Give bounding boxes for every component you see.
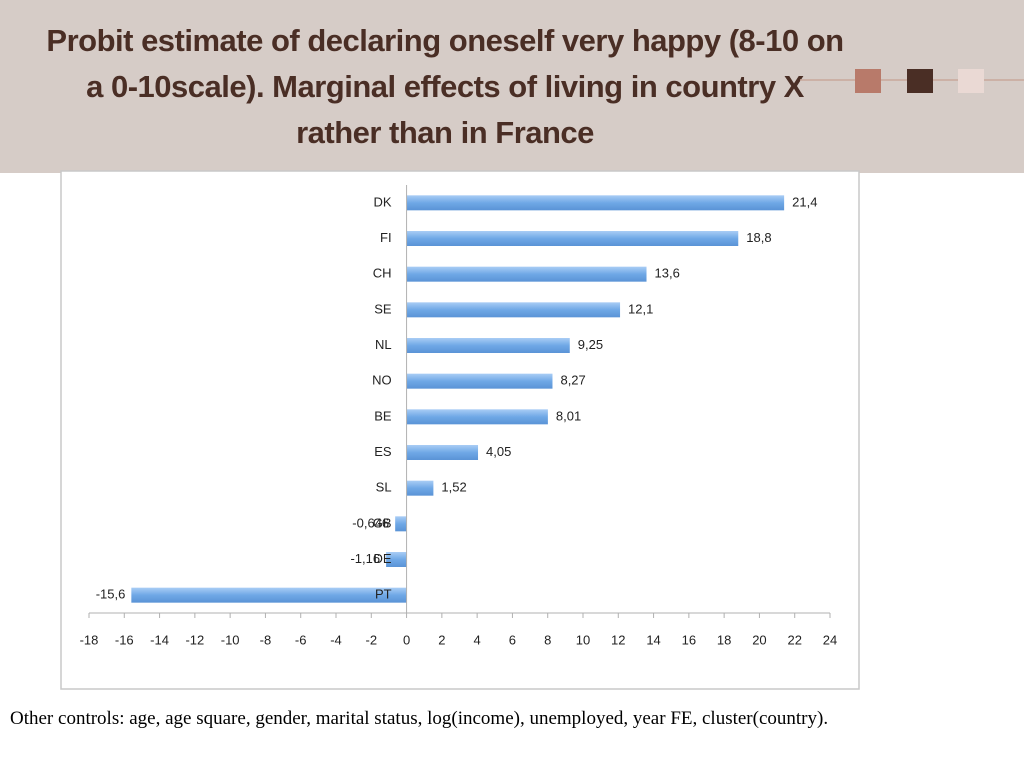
decor-square xyxy=(855,69,881,93)
x-tick-label: -8 xyxy=(260,632,272,647)
x-tick-label: 0 xyxy=(403,632,410,647)
x-tick-label: -18 xyxy=(80,632,99,647)
x-tick-label: 16 xyxy=(682,632,696,647)
data-label: 4,05 xyxy=(486,444,511,459)
x-tick-label: 2 xyxy=(438,632,445,647)
decor-square xyxy=(958,69,984,93)
y-tick-label: DE xyxy=(374,551,392,566)
header-band xyxy=(0,0,1024,173)
x-tick-label: 18 xyxy=(717,632,731,647)
x-tick-label: 6 xyxy=(509,632,516,647)
data-label: 8,01 xyxy=(556,408,581,423)
x-tick-label: -6 xyxy=(295,632,307,647)
chart-title: Probit estimate of declaring oneself ver… xyxy=(46,23,844,150)
x-tick-label: -12 xyxy=(185,632,204,647)
y-tick-label: NO xyxy=(372,373,392,388)
x-tick-label: 10 xyxy=(576,632,590,647)
bar xyxy=(406,231,739,246)
data-label: -0,646 xyxy=(352,515,389,530)
x-tick-label: 20 xyxy=(752,632,766,647)
x-tick-label: -10 xyxy=(221,632,240,647)
y-tick-label: NL xyxy=(375,337,392,352)
data-label: -1,16 xyxy=(350,551,380,566)
x-tick-label: 12 xyxy=(611,632,625,647)
bar xyxy=(406,195,785,211)
x-tick-label: -14 xyxy=(150,632,169,647)
x-tick-label: 8 xyxy=(544,632,551,647)
bar xyxy=(395,516,407,532)
footnote: Other controls: age, age square, gender,… xyxy=(10,708,829,729)
bar xyxy=(406,266,647,282)
y-tick-label: DK xyxy=(374,194,392,209)
y-tick-label: FI xyxy=(380,230,392,245)
x-tick-label: -2 xyxy=(366,632,378,647)
bar xyxy=(406,373,553,389)
x-tick-label: -16 xyxy=(115,632,134,647)
x-tick-label: -4 xyxy=(330,632,342,647)
data-label: 12,1 xyxy=(628,301,653,316)
data-label: 21,4 xyxy=(792,194,817,209)
data-label: -15,6 xyxy=(96,587,126,602)
y-tick-label: SL xyxy=(376,480,392,495)
data-label: 9,25 xyxy=(578,337,603,352)
y-tick-label: ES xyxy=(374,444,392,459)
data-label: 1,52 xyxy=(441,480,466,495)
x-tick-label: 24 xyxy=(823,632,837,647)
chart-frame xyxy=(60,170,860,690)
data-label: 8,27 xyxy=(560,373,585,388)
y-tick-label: CH xyxy=(373,266,392,281)
data-label: 13,6 xyxy=(655,266,680,281)
bar xyxy=(406,409,548,425)
y-tick-label: PT xyxy=(375,587,392,602)
bar xyxy=(406,480,434,496)
x-tick-label: 22 xyxy=(787,632,801,647)
y-tick-label: GB xyxy=(373,515,392,530)
bar xyxy=(131,587,407,603)
decor-square xyxy=(907,69,933,93)
bar xyxy=(386,552,407,567)
bar xyxy=(406,302,621,318)
y-tick-label: BE xyxy=(374,408,392,423)
bar xyxy=(406,338,570,353)
bar xyxy=(406,445,479,460)
y-tick-label: SE xyxy=(374,301,392,316)
data-label: 18,8 xyxy=(746,230,771,245)
x-tick-label: 14 xyxy=(646,632,660,647)
x-tick-label: 4 xyxy=(474,632,481,647)
